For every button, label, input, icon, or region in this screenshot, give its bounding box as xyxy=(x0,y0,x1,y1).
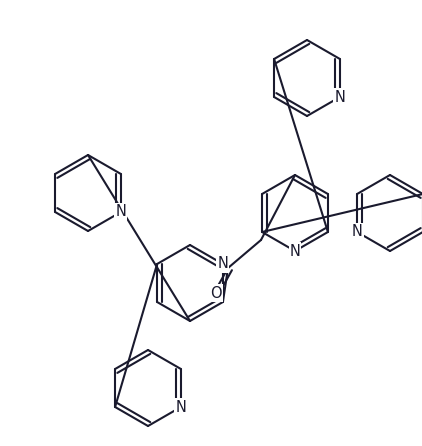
Text: N: N xyxy=(116,205,126,219)
Text: N: N xyxy=(289,244,300,259)
Text: N: N xyxy=(217,256,228,272)
Text: N: N xyxy=(352,224,362,240)
Text: N: N xyxy=(335,90,345,104)
Text: O: O xyxy=(210,285,222,301)
Text: N: N xyxy=(176,400,187,414)
